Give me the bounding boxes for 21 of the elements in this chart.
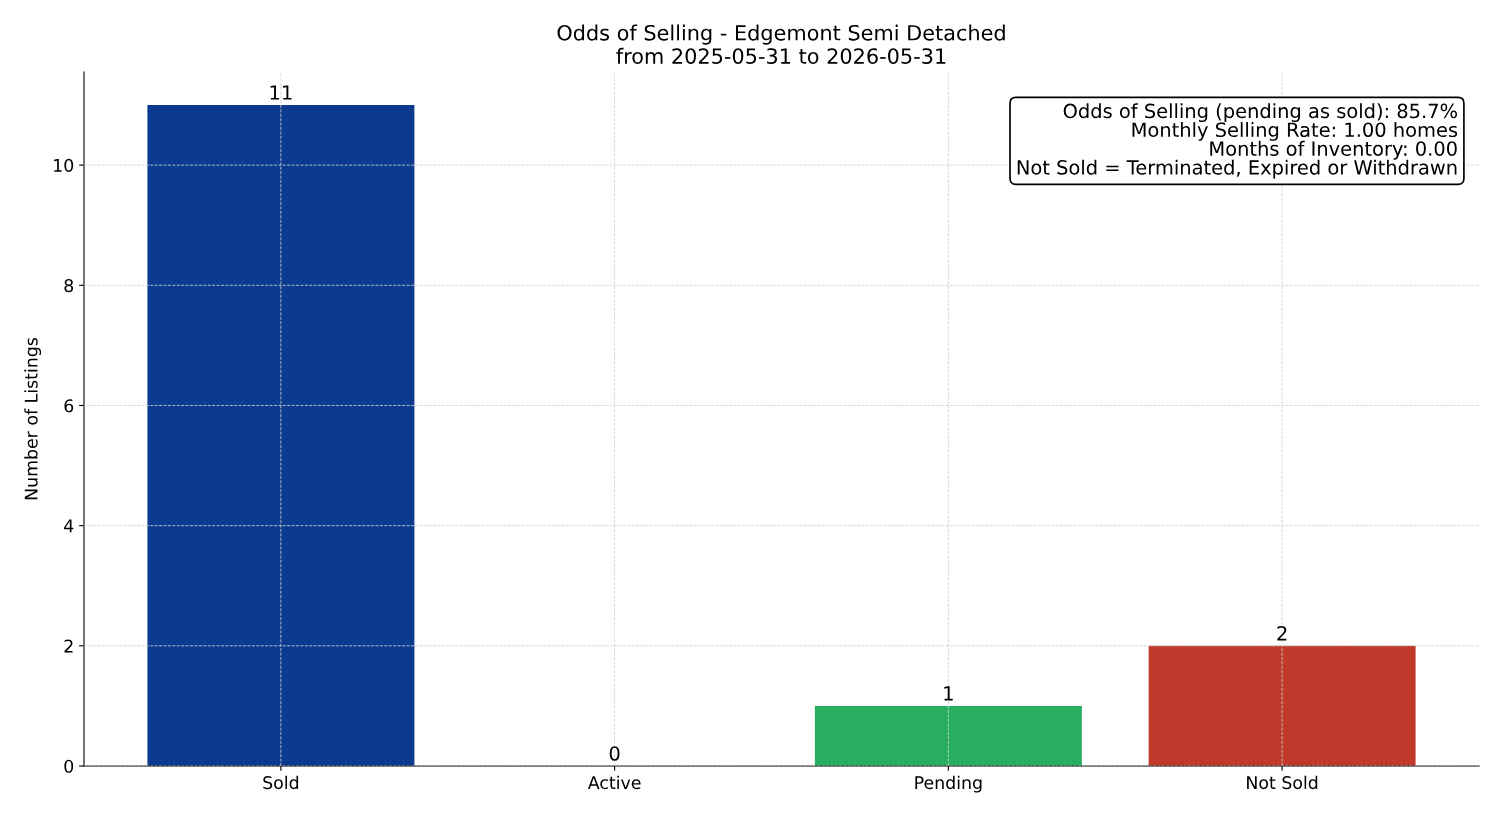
annotation: Odds of Selling (pending as sold): 85.7% Monthly Selling Rate: 1.00 homes Months of Inventory: 0.00 Not Sold = Terminated, Expired or Withdrawn	[1017, 103, 1458, 179]
y-tick-label: 8	[64, 279, 74, 293]
bar	[814, 705, 1082, 766]
data-label: 0	[609, 746, 620, 761]
data-label: 1	[944, 686, 953, 701]
y-tick-label: 6	[64, 399, 74, 413]
chart-subtitle: from 2025-05-31 to 2026-05-31	[616, 47, 946, 64]
x-tick-label: Pending	[915, 775, 982, 793]
y-tick-label: 2	[64, 639, 73, 653]
chart-title: Odds of Selling - Edgemont Semi Detached	[557, 24, 1005, 45]
y-tick-label: 10	[54, 158, 74, 172]
x-tick-label: Active	[587, 775, 641, 790]
x-tick-label: Sold	[263, 775, 299, 790]
bar	[1148, 645, 1416, 766]
y-tick-label: 0	[64, 759, 74, 773]
y-axis-title: Number of Listings	[24, 337, 42, 500]
data-label: 2	[1277, 625, 1287, 641]
bar	[147, 105, 415, 766]
data-label: 11	[270, 85, 292, 100]
y-tick-label: 4	[64, 519, 74, 533]
x-tick-label: Not Sold	[1247, 775, 1318, 790]
